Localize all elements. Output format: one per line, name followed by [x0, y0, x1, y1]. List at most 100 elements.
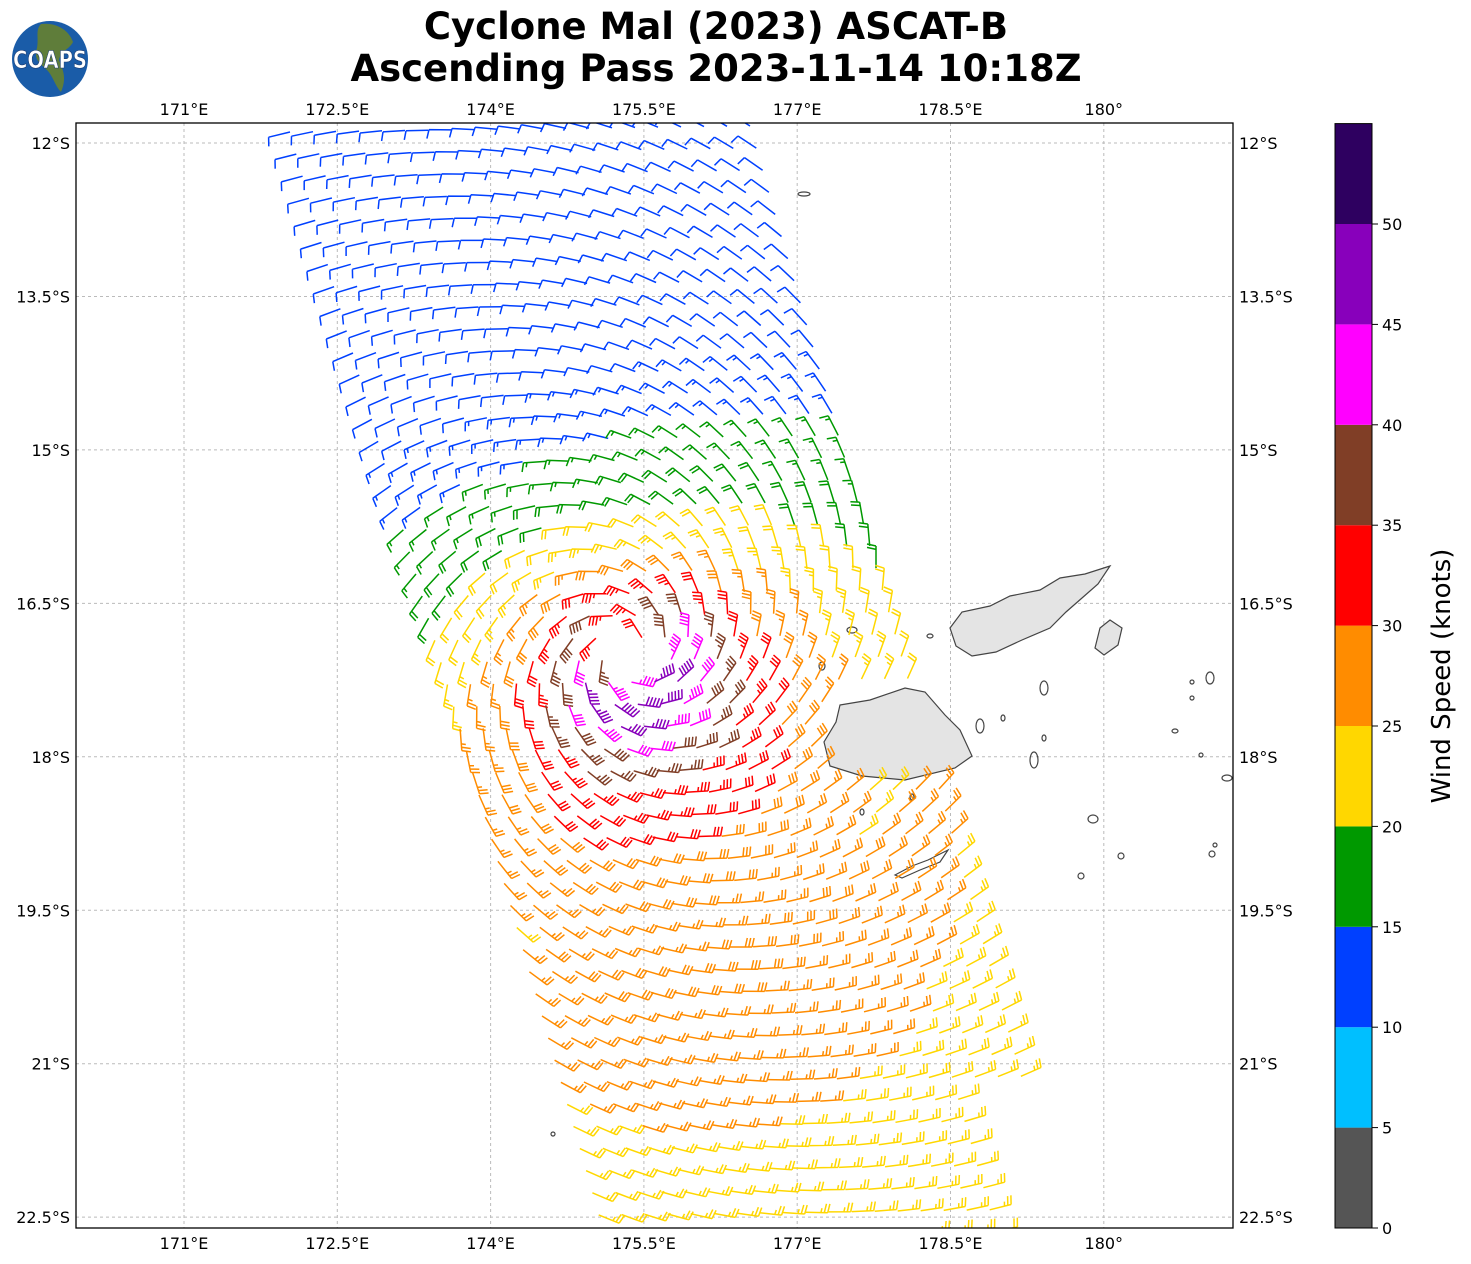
- wind-barb: [735, 702, 755, 726]
- wind-barb: [482, 728, 496, 752]
- wind-barb: [924, 1130, 948, 1145]
- wind-barb: [635, 1101, 663, 1112]
- wind-barb: [756, 374, 781, 393]
- wind-barb: [537, 437, 563, 448]
- wind-barb: [516, 927, 542, 943]
- wind-barb: [915, 765, 933, 790]
- colorbar-bin-30-35: [1335, 525, 1372, 626]
- wind-barb: [604, 991, 631, 1003]
- wind-barb: [874, 1200, 899, 1213]
- wind-barb: [637, 596, 660, 616]
- wind-barb: [581, 592, 607, 603]
- wind-barb: [699, 656, 715, 682]
- wind-barb: [457, 661, 468, 689]
- wind-barb: [752, 678, 768, 704]
- wind-barb: [758, 701, 776, 726]
- colorbar-tick-label: 30: [1382, 617, 1402, 636]
- wind-barb: [581, 992, 608, 1004]
- wind-barb: [663, 1032, 690, 1043]
- wind-barb: [809, 885, 832, 903]
- wind-barb: [848, 860, 870, 880]
- wind-barb: [638, 1189, 665, 1200]
- wind-barb: [982, 923, 1003, 945]
- wind-barb: [434, 662, 445, 689]
- wind-barb: [668, 401, 695, 416]
- wind-barb: [569, 388, 596, 399]
- wind-barb: [425, 284, 450, 297]
- wind-barb: [995, 968, 1016, 989]
- wind-barb: [502, 236, 529, 247]
- wind-barb: [383, 218, 408, 232]
- wind-barb: [592, 1192, 619, 1203]
- wind-barb: [707, 1186, 734, 1197]
- wind-barb: [496, 214, 523, 225]
- wind-barb: [968, 1037, 990, 1056]
- wind-barb: [338, 374, 360, 394]
- wind-barb: [865, 836, 886, 858]
- wind-barb: [568, 948, 595, 961]
- wind-barb: [631, 923, 659, 934]
- wind-barb: [656, 1010, 684, 1021]
- wind-barb: [683, 941, 710, 952]
- wind-barb: [802, 437, 823, 459]
- wind-barb: [768, 654, 781, 681]
- wind-barb: [871, 859, 893, 880]
- wind-barb: [704, 848, 730, 860]
- wind-barb: [882, 1064, 906, 1079]
- wind-barb: [766, 330, 791, 348]
- wind-barb: [541, 771, 563, 791]
- wind-barb: [380, 129, 406, 142]
- wind-barb: [419, 262, 443, 275]
- wind-barb: [410, 462, 431, 482]
- wind-barb: [548, 233, 575, 244]
- wind-barb: [989, 945, 1010, 967]
- wind-barb: [787, 394, 810, 415]
- wind-barb: [422, 351, 446, 366]
- wind-barb: [830, 1044, 854, 1058]
- wind-barb: [853, 1043, 877, 1058]
- wind-barb: [845, 1179, 870, 1191]
- wind-barb: [618, 879, 646, 891]
- wind-barb: [619, 1124, 646, 1135]
- wind-barb: [746, 913, 771, 926]
- wind-barb: [775, 609, 786, 636]
- wind-barb: [525, 235, 552, 245]
- wind-barb: [570, 1037, 598, 1049]
- wind-barb: [832, 884, 854, 903]
- wind-barb: [661, 1188, 688, 1199]
- wind-barb: [843, 1089, 867, 1102]
- wind-barb: [568, 615, 590, 635]
- wind-barb: [401, 573, 417, 599]
- wind-barb: [478, 794, 498, 816]
- wind-barb: [786, 887, 809, 903]
- wind-barb: [830, 631, 841, 658]
- wind-barb: [964, 1219, 973, 1228]
- wind-barb: [949, 970, 971, 990]
- wind-barb: [511, 348, 538, 359]
- wind-barb: [667, 160, 694, 172]
- wind-barb: [479, 394, 504, 408]
- wind-barb: [673, 986, 700, 998]
- wind-barb: [482, 550, 503, 572]
- wind-barb: [617, 1035, 644, 1046]
- wind-barb: [883, 652, 895, 680]
- wind-barb: [844, 929, 867, 947]
- wind-barb: [719, 983, 746, 994]
- wind-barb: [416, 484, 438, 505]
- lon-tick-label-top: 177°E: [773, 100, 822, 119]
- wind-barb: [899, 1040, 922, 1057]
- wind-barb: [713, 463, 737, 482]
- wind-barb: [617, 229, 644, 239]
- wind-barb: [676, 270, 703, 283]
- wind-barb: [672, 336, 699, 350]
- wind-barb: [538, 683, 549, 709]
- wind-barb: [745, 482, 766, 504]
- wind-barb: [938, 764, 955, 790]
- wind-barb: [684, 137, 711, 150]
- wind-barb: [803, 1113, 829, 1125]
- wind-barb: [604, 429, 632, 439]
- wind-barb: [602, 903, 629, 915]
- wind-barb: [722, 655, 737, 682]
- wind-barb: [660, 689, 683, 705]
- wind-barb: [690, 1209, 717, 1220]
